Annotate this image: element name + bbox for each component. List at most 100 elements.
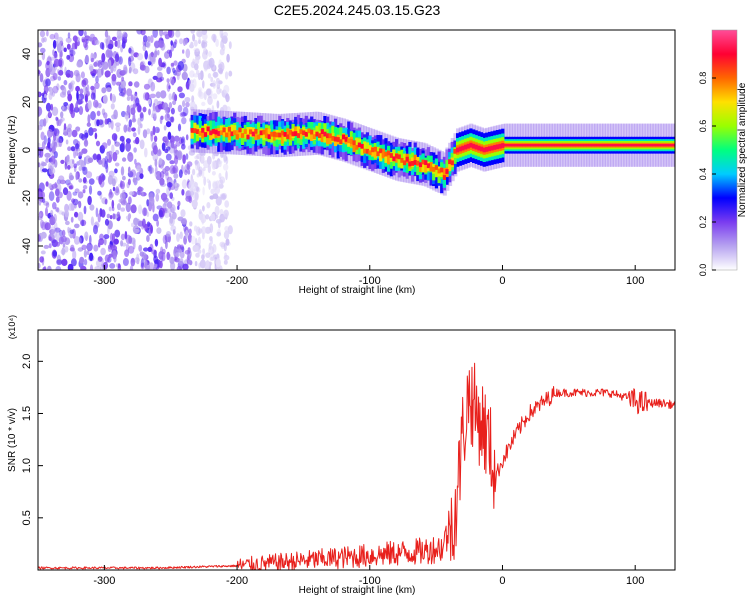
noise-cell (91, 72, 96, 78)
spectral-cell (211, 129, 215, 139)
noise-cell (38, 162, 41, 168)
noise-cell (112, 151, 118, 162)
noise-cell (223, 242, 227, 252)
spectral-cell (211, 129, 215, 134)
noise-cell (100, 209, 106, 218)
noise-cell (184, 38, 188, 45)
noise-cell (66, 190, 72, 201)
noise-cell (40, 191, 46, 199)
noise-cell (137, 105, 142, 113)
noise-cell (158, 251, 164, 260)
noise-cell (52, 39, 57, 49)
spectrogram-x-tick-label: 0 (499, 275, 505, 287)
noise-cell (185, 229, 189, 240)
noise-cell (112, 213, 116, 220)
noise-cell (166, 78, 170, 83)
noise-cell (78, 237, 82, 245)
noise-cell (153, 135, 158, 142)
noise-cell (148, 108, 151, 116)
noise-cell (177, 205, 180, 210)
noise-cell (120, 180, 125, 190)
spectral-cell (259, 130, 263, 136)
colorbar-tick-label: 0.0 (698, 264, 708, 277)
spectral-cell (522, 144, 526, 147)
noise-cell (151, 249, 158, 255)
noise-cell (156, 128, 160, 133)
noise-cell (150, 51, 154, 58)
noise-cell (110, 120, 114, 130)
noise-cell (226, 53, 230, 63)
noise-cell (146, 211, 150, 217)
noise-cell (129, 265, 134, 270)
noise-cell (159, 260, 163, 269)
noise-cell (191, 199, 198, 208)
noise-cell (126, 88, 133, 97)
noise-cell (73, 236, 80, 245)
noise-cell (177, 248, 182, 254)
noise-cell (61, 247, 66, 256)
noise-cell (144, 262, 150, 270)
noise-cell (131, 222, 135, 228)
spectral-cell (368, 145, 372, 155)
noise-cell (38, 59, 42, 67)
noise-cell (79, 133, 84, 139)
noise-cell (69, 229, 75, 235)
spectral-cell (663, 144, 667, 147)
spectral-cell (426, 163, 430, 169)
noise-cell (70, 47, 74, 57)
spectral-cell (501, 143, 505, 148)
noise-cell (101, 87, 107, 94)
spectral-cell (418, 162, 423, 172)
noise-cell (104, 70, 111, 78)
noise-cell (142, 129, 148, 139)
noise-cell (49, 61, 53, 69)
noise-cell (152, 125, 156, 136)
noise-cell (92, 153, 98, 160)
snr-x-label: Height of straight line (km) (299, 585, 416, 596)
spectral-cell (275, 132, 279, 138)
noise-cell (63, 123, 67, 131)
noise-cell (125, 138, 131, 144)
snr-y-tick-label: 0.5 (21, 510, 33, 525)
noise-cell (96, 110, 101, 117)
noise-cell (159, 76, 165, 82)
noise-cell (52, 72, 58, 81)
spectral-cell (432, 167, 436, 172)
noise-cell (201, 254, 205, 260)
spectral-cell (360, 145, 364, 155)
spectral-cell (405, 156, 409, 162)
spectral-cell (315, 125, 319, 136)
noise-cell (167, 131, 172, 140)
colorbar-frame (711, 29, 738, 271)
spectral-cell (233, 125, 237, 135)
noise-cell (228, 70, 233, 77)
noise-cell (101, 174, 106, 181)
noise-cell (174, 182, 178, 187)
noise-cell (51, 183, 58, 189)
spectral-cell (363, 141, 367, 151)
noise-cell (156, 149, 162, 157)
noise-cell (192, 33, 196, 42)
noise-cell (78, 106, 84, 115)
spectral-cell (551, 144, 555, 147)
spectral-cell (657, 144, 661, 147)
noise-cell (99, 233, 104, 241)
noise-cell (89, 204, 95, 211)
noise-cell (49, 33, 56, 40)
noise-cell (48, 110, 51, 117)
noise-cell (94, 39, 100, 45)
spectral-cell (527, 144, 531, 147)
noise-cell (45, 181, 49, 187)
spectral-cell (246, 127, 250, 137)
spectral-cell (211, 120, 215, 138)
spectral-cell (424, 163, 428, 173)
spectral-cell (217, 131, 221, 136)
noise-cell (141, 190, 144, 197)
noise-cell (47, 141, 51, 149)
noise-cell (130, 107, 136, 115)
spectral-cell (673, 144, 675, 147)
noise-cell (130, 94, 134, 102)
snr-y-tick-label: 1.0 (21, 458, 33, 473)
noise-cell (126, 104, 131, 114)
noise-cell (81, 244, 87, 250)
